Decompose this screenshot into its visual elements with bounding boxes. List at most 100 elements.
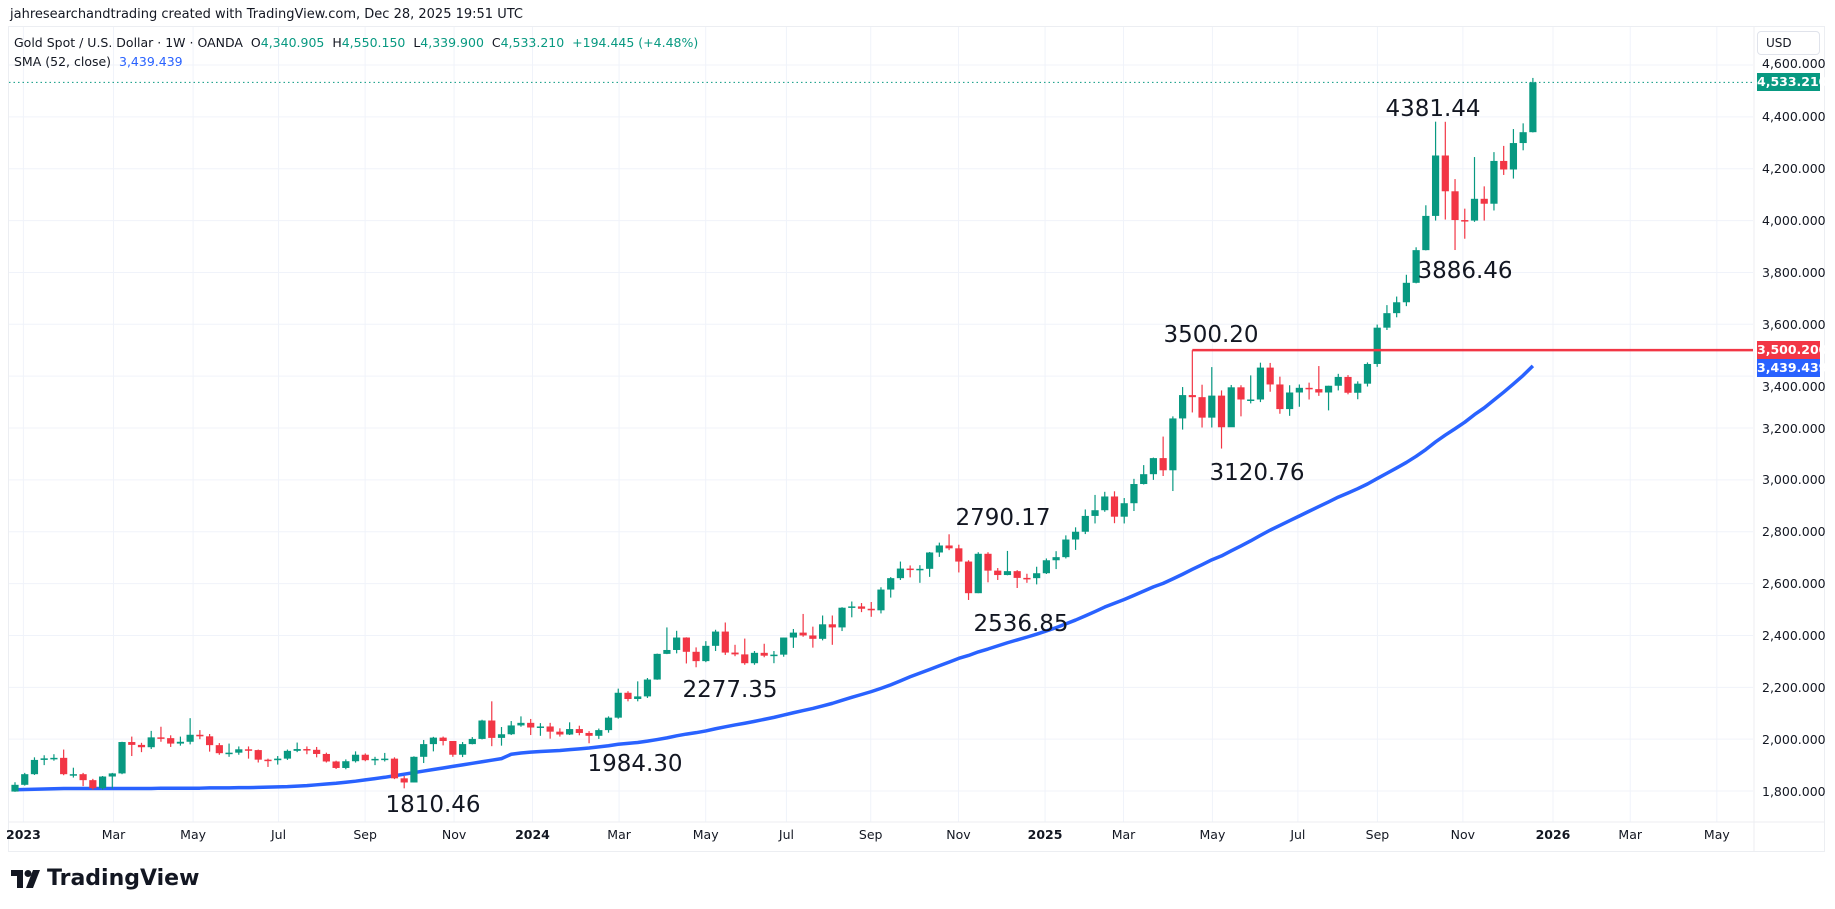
candle-body: [439, 737, 447, 741]
candle-body: [478, 720, 486, 739]
candle-body: [128, 742, 136, 745]
candle: [731, 644, 739, 657]
candle: [994, 568, 1002, 580]
candle: [293, 742, 301, 753]
candle: [1091, 494, 1099, 524]
candle-body: [400, 778, 408, 783]
candle-body: [536, 726, 545, 728]
candle-body: [1208, 395, 1216, 418]
candle-body: [1490, 160, 1498, 204]
currency-button[interactable]: USD: [1757, 31, 1820, 55]
candle: [896, 561, 905, 580]
candle-body: [1529, 82, 1537, 133]
open-value: 4,340.905: [260, 35, 325, 50]
candle-body: [60, 757, 68, 775]
candle-body: [1334, 376, 1342, 386]
candle-body: [974, 553, 982, 594]
candle-body: [770, 654, 778, 657]
candle: [1140, 465, 1148, 485]
candle-body: [575, 729, 583, 733]
candle-body: [351, 754, 360, 762]
time-tick-label: Jul: [270, 827, 287, 842]
candle-body: [176, 741, 185, 744]
price-tick-label: 2,800.000: [1762, 524, 1826, 540]
candle: [1149, 457, 1158, 480]
time-tick-label: Mar: [1618, 827, 1643, 842]
tradingview-logo-icon: [11, 869, 40, 888]
candle: [118, 741, 126, 775]
candle: [410, 756, 418, 783]
candle: [342, 759, 350, 770]
candle-body: [1130, 484, 1138, 504]
candle-body: [1110, 496, 1119, 517]
candle-body: [206, 736, 214, 746]
candle: [536, 723, 545, 736]
candle: [556, 728, 564, 737]
sma-label[interactable]: SMA (52, close): [14, 54, 112, 69]
candle: [196, 730, 204, 740]
candle: [147, 730, 155, 750]
low-value: 4,339.900: [420, 35, 484, 50]
candle-body: [468, 738, 476, 745]
candle: [643, 677, 652, 698]
overlay-lines: [9, 81, 1753, 352]
candle: [264, 758, 272, 767]
candle: [137, 742, 146, 753]
candle: [322, 752, 330, 763]
candle: [848, 601, 856, 618]
candle: [1237, 385, 1245, 417]
candle-body: [1247, 399, 1255, 401]
chart-frame: [8, 26, 1825, 852]
candle-body: [1179, 395, 1187, 419]
candle-body: [332, 761, 340, 768]
candle-body: [877, 589, 885, 611]
candle-body: [225, 752, 233, 755]
candle: [1208, 367, 1216, 428]
candle-body: [381, 758, 389, 761]
candle-body: [585, 732, 593, 736]
candle: [1373, 324, 1381, 367]
candle-body: [293, 749, 301, 751]
candle-body: [935, 545, 943, 553]
candle-body: [1033, 573, 1041, 579]
brand-name: TradingView: [47, 866, 200, 891]
price-annotation: 1984.30: [587, 751, 683, 777]
price-annotation: 2790.17: [955, 505, 1051, 531]
candle: [517, 716, 525, 727]
candle: [1023, 573, 1031, 583]
candle: [566, 722, 574, 736]
candle: [1519, 123, 1527, 151]
candle-body: [926, 552, 934, 569]
candle-body: [1402, 282, 1410, 303]
symbol-title[interactable]: Gold Spot / U.S. Dollar · 1W · OANDA: [14, 35, 243, 50]
candle: [1422, 205, 1430, 251]
time-tick-label: Jul: [1290, 827, 1306, 842]
candle: [381, 752, 389, 762]
candle: [1334, 373, 1342, 391]
candle: [313, 746, 321, 758]
candle: [1431, 121, 1440, 221]
candle: [1383, 305, 1391, 331]
close-label: C: [491, 35, 501, 50]
candle: [653, 653, 661, 680]
candle-body: [692, 651, 700, 662]
price-tick-label: 2,000.000: [1762, 731, 1826, 747]
candle: [40, 755, 48, 766]
price-annotation: 2536.85: [973, 611, 1069, 637]
candle: [1295, 384, 1303, 407]
candle-body: [1412, 250, 1420, 283]
candle: [176, 736, 185, 746]
time-tick-label: May: [180, 827, 207, 842]
candle-body: [624, 692, 632, 699]
candle: [1305, 382, 1313, 400]
candle-body: [653, 653, 661, 680]
candle: [945, 534, 953, 551]
candle: [780, 637, 788, 657]
tradingview-logo[interactable]: TradingView: [11, 866, 199, 891]
candle-body: [429, 737, 437, 745]
candle-body: [98, 776, 107, 789]
sma-price-tag: 3,439.439: [1757, 359, 1828, 378]
price-annotation: 3120.76: [1209, 460, 1305, 486]
candle-body: [342, 761, 350, 768]
